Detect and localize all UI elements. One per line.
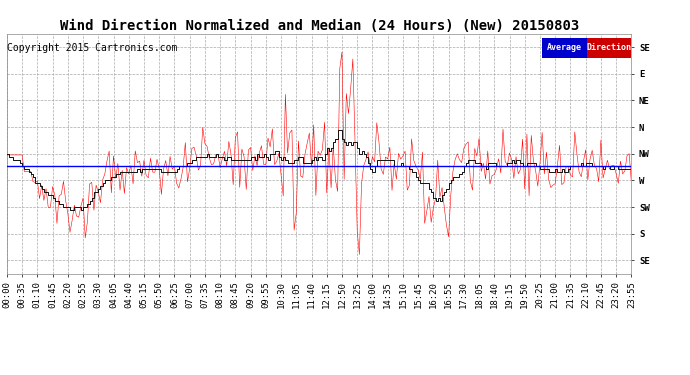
Title: Wind Direction Normalized and Median (24 Hours) (New) 20150803: Wind Direction Normalized and Median (24…: [59, 19, 579, 33]
Text: Copyright 2015 Cartronics.com: Copyright 2015 Cartronics.com: [7, 43, 177, 52]
Text: Average: Average: [546, 44, 582, 52]
Text: Direction: Direction: [586, 44, 631, 52]
